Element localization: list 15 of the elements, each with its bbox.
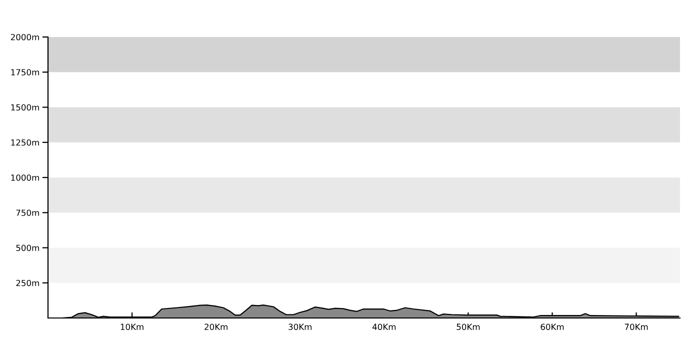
y-tick-label: 1500m — [11, 104, 39, 111]
x-tick-label: 30Km — [288, 324, 312, 330]
x-tick-label: 70Km — [624, 324, 648, 330]
x-tick-label: 50Km — [456, 324, 480, 330]
x-tick-label: 10Km — [120, 324, 144, 330]
y-tick-label: 500m — [16, 244, 39, 252]
y-tick-label: 1750m — [11, 69, 39, 76]
y-tick-label: 2000m — [10, 34, 39, 40]
y-tick-label: 1000m — [11, 174, 39, 181]
y-tick-label: 250m — [16, 280, 39, 286]
x-tick-label: 60Km — [540, 324, 564, 330]
y-tick-label: 1250m — [11, 139, 39, 146]
y-tick-label: 750m — [16, 210, 39, 216]
x-tick-label: 20Km — [204, 324, 228, 330]
x-tick-label: 40Km — [372, 324, 396, 330]
